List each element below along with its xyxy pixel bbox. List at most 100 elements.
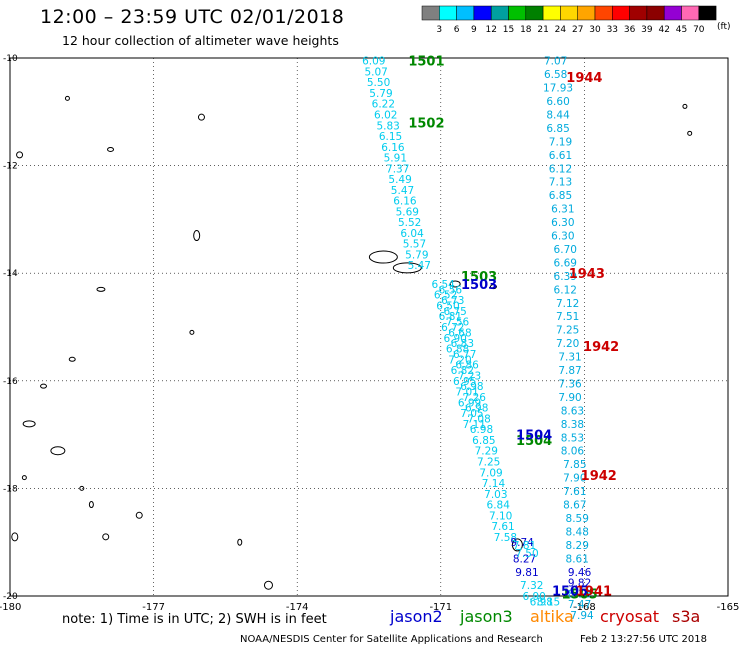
island-outline	[102, 533, 110, 541]
pass-label-jason3: 1503	[461, 270, 497, 285]
wave-height-value: 6.90	[443, 333, 466, 345]
legend-tick: 15	[503, 25, 514, 35]
wave-height-value: 7.85	[563, 459, 586, 471]
pass-label-jason3: 1505	[562, 587, 598, 602]
wave-height-value: 6.85	[472, 435, 495, 447]
wave-height-value: 6.16	[393, 196, 417, 208]
x-tick-label: -180	[0, 602, 21, 613]
legend-jason2: jason2	[390, 607, 443, 626]
legend-swatch	[663, 5, 682, 21]
island-outline	[107, 146, 115, 152]
island-outline	[237, 538, 243, 546]
wave-height-value: 8.06	[561, 446, 585, 458]
wave-height-value: 7.90	[563, 473, 586, 485]
island-outline	[40, 383, 48, 389]
wave-height-value: 7.03	[484, 489, 507, 501]
wave-height-value: 6.68	[448, 327, 471, 339]
legend-unit: (ft)	[717, 22, 731, 32]
wave-height-value: 8.53	[561, 432, 584, 444]
wave-height-value: 7.61	[563, 486, 586, 498]
wave-height-value: 6.82	[451, 365, 474, 377]
wave-height-value: 6.09	[362, 56, 385, 68]
wave-height-value: 8.15	[537, 596, 560, 608]
wave-height-value: 6.54	[431, 279, 455, 291]
wave-height-value: 6.30	[551, 231, 574, 243]
wave-height-value: 8.38	[561, 419, 584, 431]
wave-height-value: 6.60	[546, 96, 569, 108]
wave-height-value: 7.56	[446, 317, 470, 329]
wave-height-value: 7.12	[556, 298, 579, 310]
island-outline	[263, 580, 273, 590]
wave-height-value: 7.13	[549, 177, 572, 189]
wave-height-value: 6.85	[546, 123, 569, 135]
wave-height-value: 6.88	[446, 344, 469, 356]
legend-tick: 24	[555, 25, 567, 35]
wave-height-value: 7.37	[386, 163, 409, 175]
wave-height-value: 5.83	[376, 120, 399, 132]
wave-height-value: 7.25	[556, 325, 579, 337]
wave-height-value: 8.44	[546, 109, 570, 121]
legend-tick: 21	[537, 25, 548, 35]
island-outline	[11, 532, 19, 542]
island-outline	[96, 286, 106, 292]
chart-subtitle: 12 hour collection of altimeter wave hei…	[62, 33, 339, 48]
legend-tick: 70	[693, 25, 705, 35]
wave-height-value: 8.13	[568, 588, 591, 600]
wave-height-value: 6.12	[554, 284, 577, 296]
wave-height-value: 7.61	[491, 521, 514, 533]
wave-height-value: 8.67	[563, 500, 586, 512]
legend-swatch	[439, 5, 457, 21]
footer-credit: NOAA/NESDIS Center for Satellite Applica…	[240, 634, 543, 645]
wave-height-value: 6.98	[530, 596, 553, 608]
wave-height-value: 7.01	[455, 387, 478, 399]
wave-height-value: 7.81	[513, 540, 536, 552]
wave-height-value: 6.81	[439, 311, 462, 323]
pass-label-jason3: 1504	[516, 434, 552, 449]
legend-swatch	[560, 5, 578, 21]
legend-swatch	[473, 5, 492, 21]
wave-height-value: 6.39	[554, 271, 577, 283]
wave-height-value: 6.31	[551, 204, 574, 216]
y-tick-label: -16	[3, 377, 18, 387]
wave-height-value: 6.85	[549, 190, 572, 202]
legend-tick: 36	[624, 25, 636, 35]
wave-height-value: 6.04	[400, 228, 424, 240]
wave-height-value: 5.50	[367, 77, 390, 89]
footer-note: note: 1) Time is in UTC; 2) SWH is in fe…	[62, 612, 327, 627]
wave-height-value: 7.09	[479, 467, 502, 479]
legend-tick: 18	[520, 25, 532, 35]
island-outline	[489, 284, 497, 290]
legend-tick: 39	[641, 25, 653, 35]
legend-swatch	[646, 5, 665, 21]
wave-height-value: 7.31	[558, 352, 581, 364]
legend-tick: 33	[607, 25, 618, 35]
wave-height-value: 6.98	[465, 403, 488, 415]
wave-height-value: 7.32	[520, 580, 543, 592]
wave-height-value: 6.73	[441, 295, 464, 307]
wave-height-value: 5.79	[405, 249, 428, 261]
wave-height-value: 6.15	[379, 131, 402, 143]
wave-height-value: 7.36	[558, 378, 582, 390]
wave-height-value: 6.58	[544, 69, 567, 81]
wave-height-value: 7.58	[494, 532, 517, 544]
wave-height-value: 7.05	[460, 408, 483, 420]
wave-height-value: 7.19	[549, 136, 572, 148]
wave-height-value: 5.49	[388, 174, 411, 186]
island-outline	[392, 262, 422, 274]
wave-height-value: 5.47	[391, 185, 414, 197]
pass-label-jason3: 1501	[408, 55, 444, 70]
wave-height-value: 7.08	[467, 413, 490, 425]
wave-height-value: 5.91	[384, 153, 407, 165]
wave-height-value: 6.86	[455, 360, 479, 372]
pass-label-cryosat: 1942	[581, 469, 617, 484]
legend-swatch	[490, 5, 509, 21]
wave-height-value: 5.57	[403, 239, 426, 251]
island-outline	[68, 356, 76, 362]
wave-height-value: 5.69	[396, 206, 419, 218]
wave-height-value: 6.98	[470, 424, 493, 436]
wave-height-value: 9.46	[568, 567, 592, 579]
wave-height-value: 8.48	[566, 526, 589, 538]
legend-swatch	[612, 5, 630, 21]
chart-title: 12:00 – 23:59 UTC 02/01/2018	[40, 6, 345, 28]
legend-tick: 3	[436, 25, 442, 35]
